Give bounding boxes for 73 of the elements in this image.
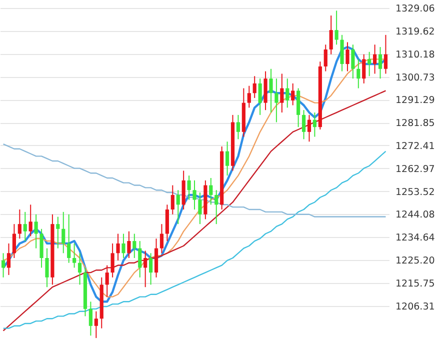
candlestick [23, 211, 27, 242]
candlestick [351, 44, 355, 80]
line-series [2, 150, 386, 329]
candlestick [280, 73, 284, 114]
candlestick [132, 233, 136, 259]
candlestick [116, 233, 120, 261]
candlestick [198, 192, 202, 225]
candlestick [187, 175, 191, 200]
y-tick-label: 1272.41 [396, 140, 435, 152]
y-tick-label: 1253.52 [396, 186, 435, 198]
candlestick [18, 209, 22, 240]
candlestick [252, 76, 256, 98]
candlestick [176, 190, 180, 225]
candlestick [110, 242, 114, 278]
candlestick [378, 46, 382, 80]
candlestick [302, 110, 306, 140]
candlestick [78, 252, 82, 286]
candlestick [127, 230, 131, 259]
candlestick [56, 216, 60, 249]
y-tick-label: 1319.62 [396, 26, 435, 38]
candlestick [144, 250, 148, 288]
candlestick [72, 242, 76, 268]
candlestick [269, 68, 273, 114]
candlestick [286, 78, 290, 108]
candlestick [209, 177, 213, 206]
candlestick [214, 190, 218, 225]
y-tick-label: 1300.73 [396, 72, 435, 84]
candlestick [334, 10, 338, 46]
y-tick-label: 1291.29 [396, 95, 435, 106]
y-tick-label: 1281.85 [396, 118, 435, 130]
candlestick [346, 42, 350, 72]
candlestick [170, 184, 174, 215]
candlestick [312, 112, 316, 138]
candlestick [368, 51, 372, 77]
y-tick-label: 1329.06 [396, 4, 435, 15]
y-tick-label: 1206.31 [396, 301, 435, 312]
y-tick-label: 1310.18 [396, 49, 435, 60]
candlestick [274, 78, 278, 123]
candlestick [67, 214, 71, 264]
candlestick [28, 204, 32, 237]
candlestick [148, 252, 153, 286]
y-tick-label: 1225.20 [396, 255, 435, 266]
candlestick [258, 78, 262, 116]
candlestick [225, 141, 230, 176]
candlestick [192, 180, 196, 210]
candlestick [291, 82, 295, 106]
candlestick [88, 301, 92, 336]
candlestick [94, 310, 98, 339]
candlestick [362, 54, 366, 84]
line-series [2, 90, 386, 332]
candlestick [34, 214, 38, 249]
y-tick-label: 1215.75 [396, 278, 435, 290]
candlestick [324, 44, 328, 72]
candlestick [384, 34, 388, 74]
candlestick [247, 85, 251, 108]
candlestick [12, 224, 16, 259]
candlestick [307, 114, 312, 142]
candlestick [1, 252, 6, 278]
candlestick [6, 242, 11, 276]
candlestick [329, 15, 333, 55]
candlestick [236, 114, 240, 140]
candlestick [372, 44, 377, 74]
y-tick-label: 1262.97 [396, 164, 435, 175]
candlestick [62, 211, 66, 254]
y-tick-label: 1244.08 [396, 210, 435, 221]
candlestick [356, 58, 360, 89]
candlestick [138, 240, 142, 278]
y-tick-label: 1234.64 [396, 232, 435, 244]
candlestick [122, 233, 126, 259]
candlestick [160, 224, 164, 254]
candlestick [105, 264, 109, 298]
line-series [2, 143, 386, 218]
candlestick [45, 248, 49, 288]
